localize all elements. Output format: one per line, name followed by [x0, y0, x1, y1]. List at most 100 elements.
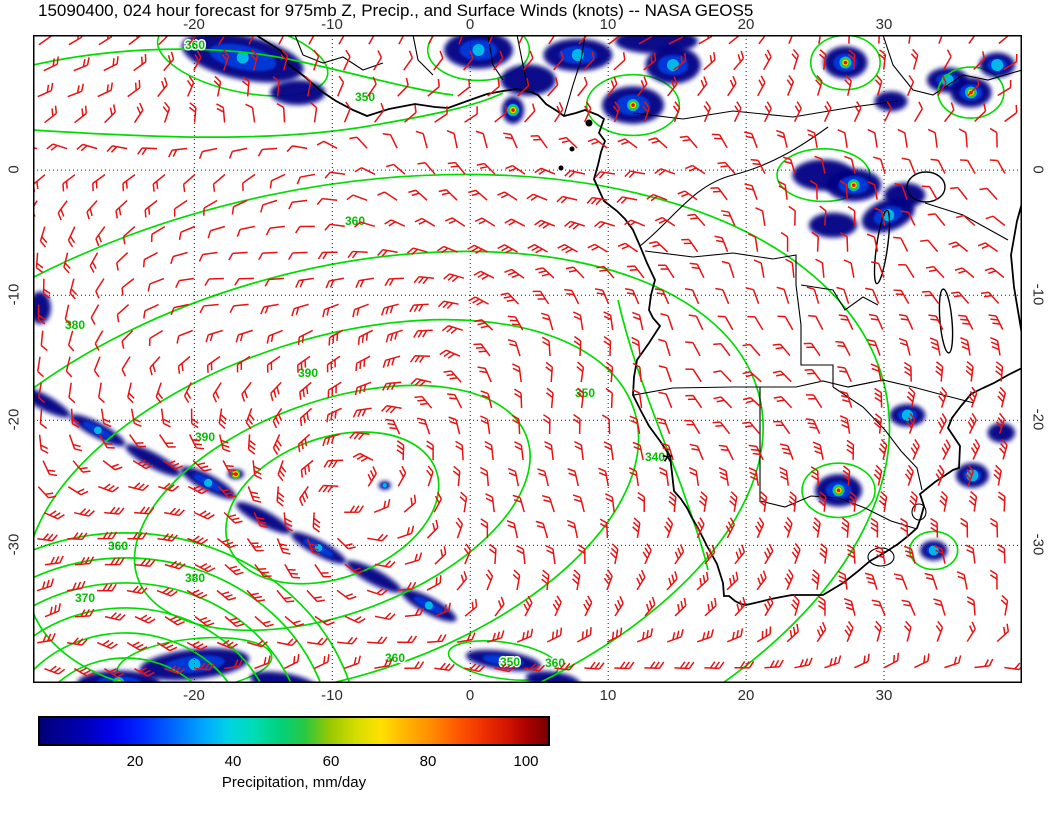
wind-barb [413, 275, 434, 285]
wind-barb [598, 467, 610, 487]
border-line [800, 284, 879, 311]
wind-barb [906, 386, 916, 408]
wind-barb [871, 599, 886, 616]
wind-barb [755, 517, 765, 539]
wind-barb [718, 444, 734, 461]
wind-barb [610, 543, 619, 565]
wind-barb [717, 315, 734, 331]
coastline [1010, 202, 1022, 336]
wind-barb [814, 155, 826, 174]
contour-label: 390 [195, 430, 215, 444]
wind-barb [776, 286, 790, 304]
wind-barb [416, 417, 431, 435]
wind-barb [447, 393, 463, 409]
wind-barb [242, 173, 256, 191]
wind-barb [968, 386, 978, 408]
wind-barb [434, 106, 448, 123]
wind-barb [396, 440, 405, 461]
wind-barb [72, 460, 91, 473]
wind-barb [603, 335, 612, 357]
wind-barb [727, 75, 737, 97]
wind-barb [93, 356, 101, 378]
wind-barb [794, 657, 813, 669]
wind-barb [128, 434, 147, 448]
wind-barb [343, 49, 351, 71]
wind-barb [473, 343, 491, 357]
wind-barb [486, 630, 505, 643]
wind-barb [373, 50, 383, 71]
wind-barb [43, 510, 65, 520]
wind-barb [374, 102, 385, 123]
wind-barb [897, 128, 908, 148]
wind-barb [552, 595, 562, 617]
wind-barb [933, 598, 946, 616]
wind-barb [764, 595, 774, 617]
wind-barb [104, 612, 126, 621]
wind-barb [772, 370, 792, 383]
wind-barb [989, 127, 998, 148]
wind-barb [269, 173, 286, 189]
wind-barb [304, 75, 312, 97]
wind-barb [266, 329, 283, 344]
wind-barb [479, 466, 490, 487]
wind-barb [779, 466, 790, 486]
wind-barb [914, 653, 930, 669]
wind-barb [337, 636, 358, 645]
wind-barb [537, 468, 550, 487]
wind-barb [349, 136, 368, 149]
wind-barb [518, 35, 527, 45]
wind-barb [605, 387, 614, 409]
wind-barb [583, 101, 592, 123]
x-tick-label: 20 [737, 16, 755, 33]
wind-barb [843, 597, 856, 616]
wind-barb [624, 170, 646, 179]
wind-barb [812, 441, 824, 460]
colorbar-caption: Precipitation, mm/day [221, 774, 367, 791]
wind-barb [843, 259, 855, 278]
wind-barb [89, 252, 99, 273]
wind-barb [457, 79, 471, 97]
wind-barb [414, 395, 433, 409]
wind-barb [493, 50, 504, 71]
lake-outline [906, 171, 946, 203]
x-tick-label: 10 [599, 16, 617, 33]
wind-barb [497, 191, 518, 201]
wind-barb [164, 507, 185, 517]
wind-barb [747, 233, 759, 252]
wind-barb [725, 517, 735, 539]
wind-barb [990, 336, 1001, 356]
wind-barb [477, 366, 492, 383]
border-line [911, 503, 927, 521]
wind-barb [67, 83, 85, 98]
wind-barb [253, 512, 269, 528]
wind-barb [178, 225, 196, 240]
wind-barb [308, 35, 317, 45]
wind-barb [629, 415, 641, 435]
wind-barb [958, 128, 968, 148]
wind-barb [637, 492, 646, 512]
wind-barb [839, 415, 851, 434]
wind-barb [452, 465, 461, 487]
wind-barb [95, 278, 105, 299]
wind-barb [357, 329, 374, 345]
wind-barb [512, 363, 522, 383]
wind-barb [377, 191, 398, 201]
wind-barb [44, 665, 66, 675]
wind-barb [742, 370, 762, 383]
wind-barb [385, 163, 406, 175]
wind-barb [458, 35, 466, 45]
x-tick-label: 20 [737, 687, 755, 704]
wind-barb [409, 303, 429, 313]
wind-barb [968, 490, 978, 512]
precip-cell [235, 501, 291, 534]
wind-barb [786, 75, 795, 96]
wind-barb [368, 35, 377, 45]
wind-barb [384, 219, 406, 227]
contour-label: 360 [385, 651, 405, 665]
wind-barb [403, 494, 417, 513]
wind-barb [846, 439, 855, 460]
wind-barb [367, 533, 388, 542]
wind-barb [564, 169, 586, 178]
border-line [639, 126, 829, 247]
wind-barb [950, 291, 970, 304]
